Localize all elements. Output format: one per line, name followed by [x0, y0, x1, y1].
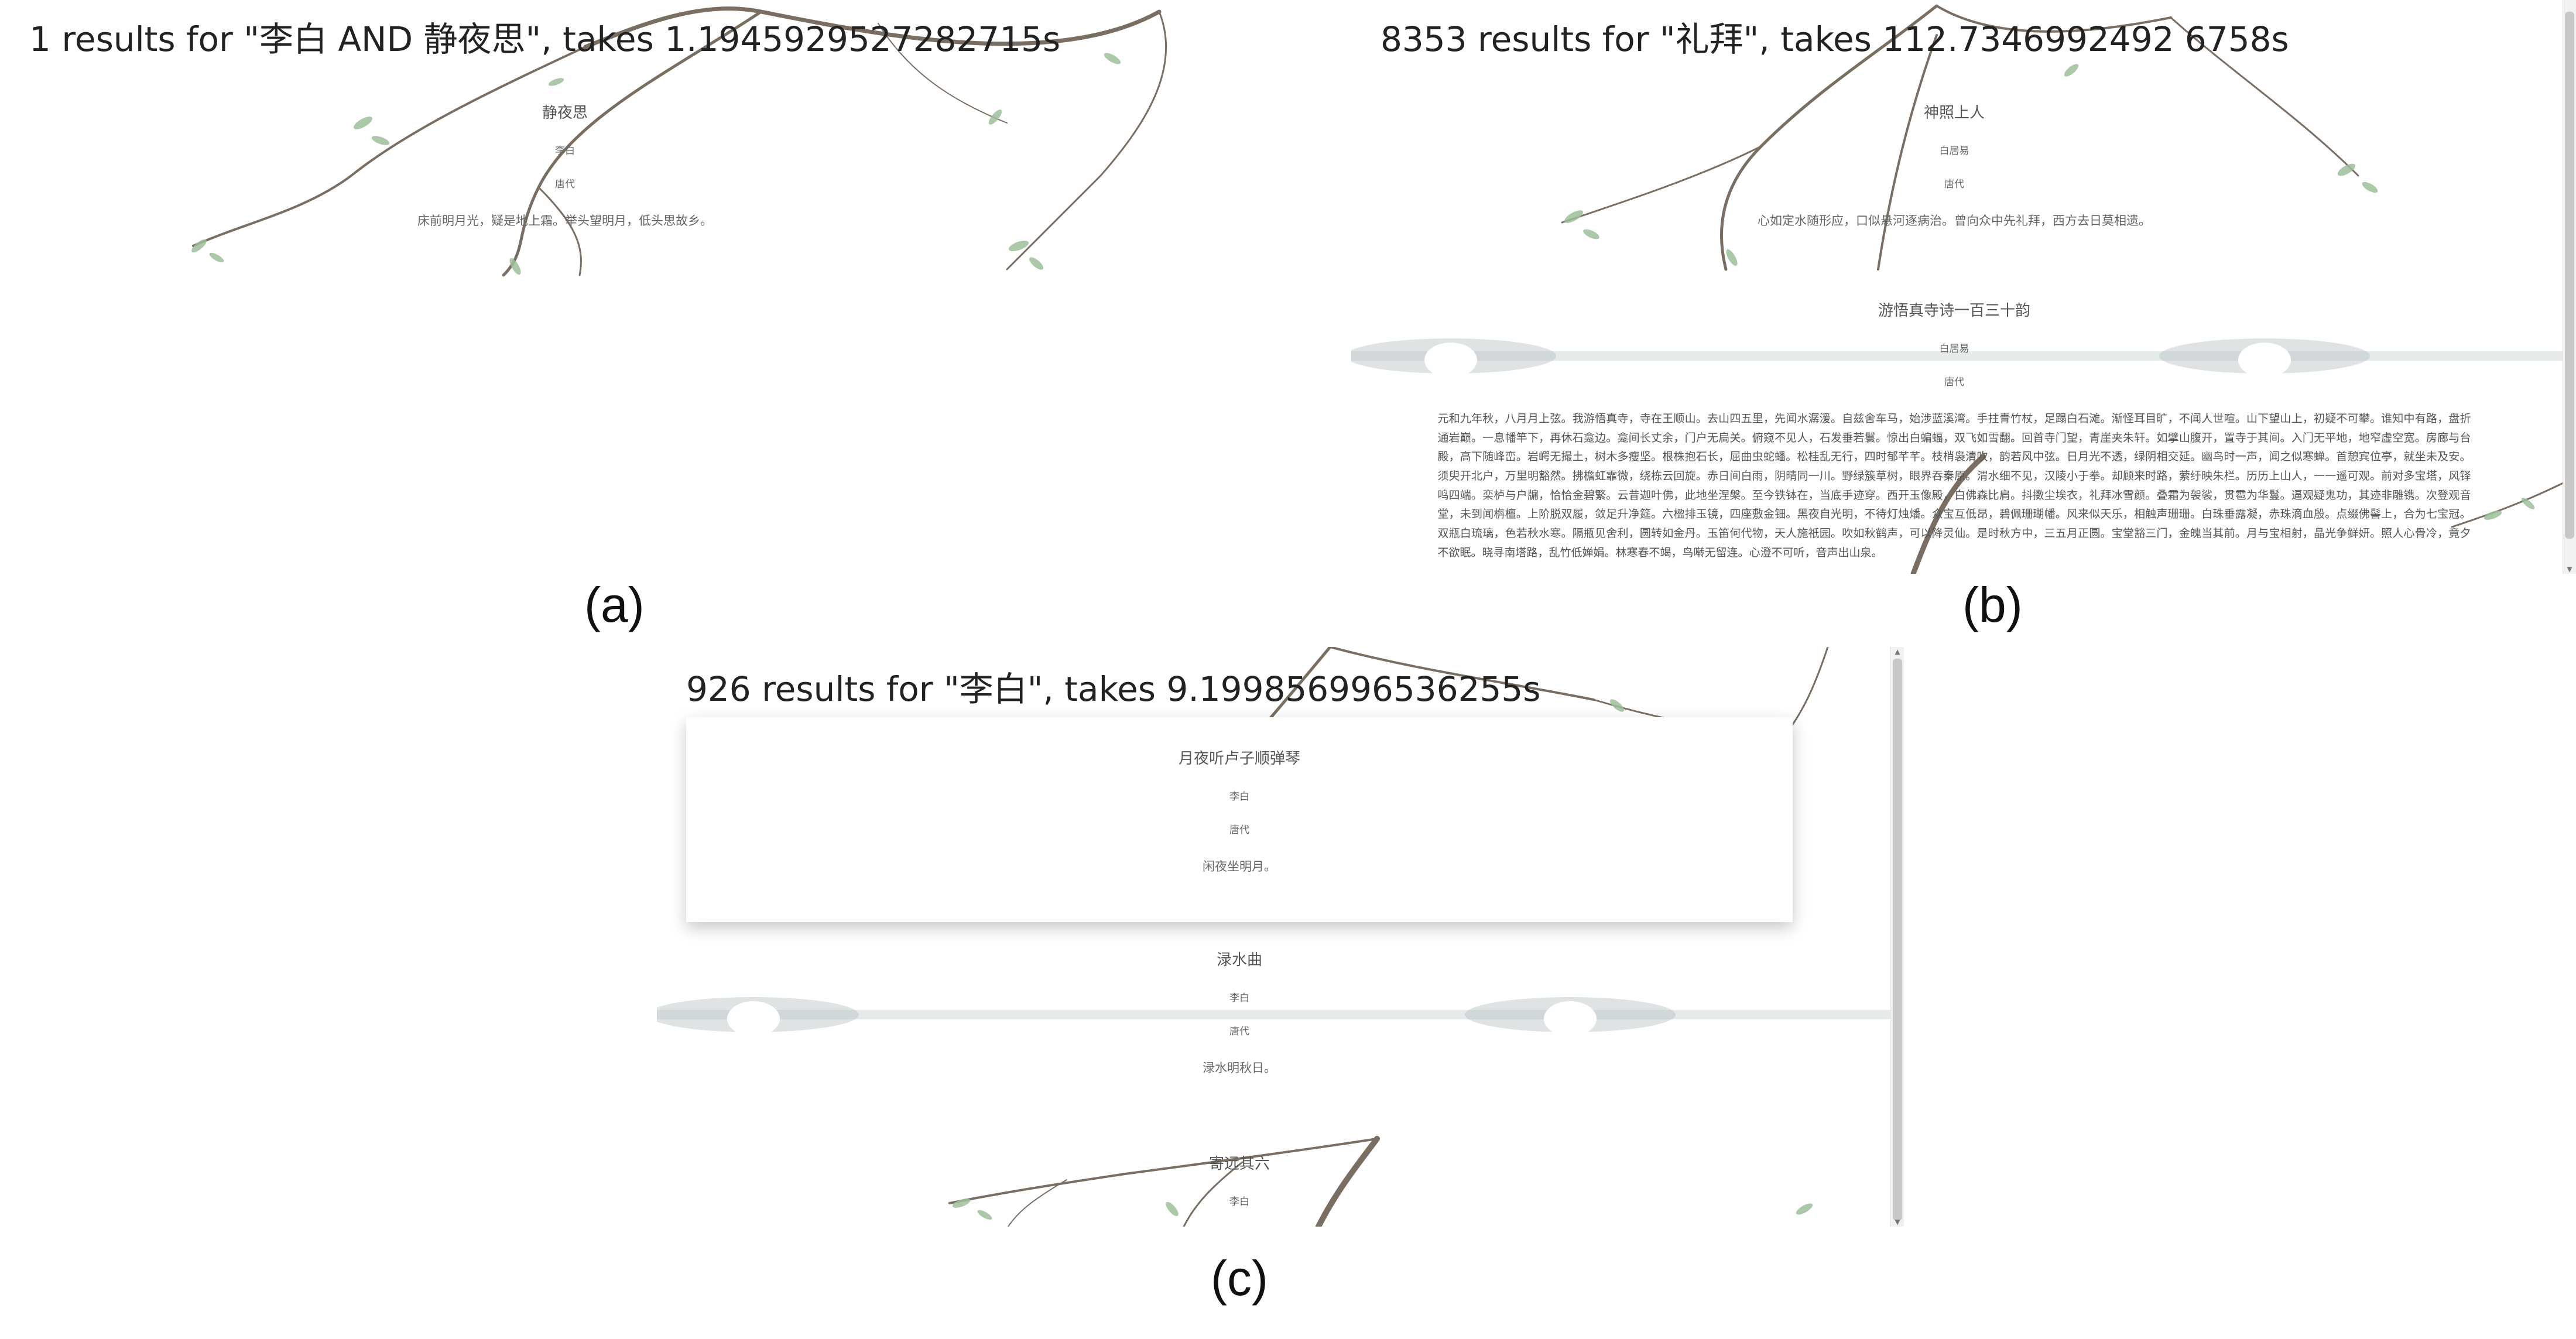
poem-title[interactable]: 静夜思 [542, 104, 588, 122]
results-header: 8353 results for "礼拜", takes 112.7346992… [1381, 19, 2289, 59]
poem-author: 白居易 [1939, 343, 1969, 355]
poem-author: 李白 [1229, 992, 1249, 1004]
results-header: 1 results for "李白 AND 静夜思", takes 1.1945… [29, 19, 1061, 59]
poem-result[interactable]: 神照上人 白居易 唐代 心如定水随形应，口似悬河逐病治。曾向众中先礼拜，西方去日… [1351, 101, 2557, 231]
poem-author: 李白 [1229, 791, 1249, 803]
figure-caption-c: (c) [1211, 1251, 1268, 1306]
poem-result[interactable]: 静夜思 李白 唐代 床前明月光，疑是地上霜。举头望明月，低头思故乡。 [0, 101, 1130, 231]
poem-content: 闲夜坐明月。 [1203, 859, 1276, 874]
scrollbar-thumb[interactable] [1893, 659, 1902, 1221]
search-results-panel-b: 8353 results for "礼拜", takes 112.7346992… [1351, 0, 2576, 574]
poem-content: 渌水明秋日。 [1203, 1061, 1276, 1075]
poem-author: 李白 [555, 145, 575, 157]
poem-result[interactable]: 寄远其六 李白 [686, 1152, 1793, 1227]
poem-content: 元和九年秋，八月月上弦。我游悟真寺，寺在王顺山。去山四五里，先闻水潺湲。自兹舍车… [1437, 412, 2471, 559]
scroll-down-icon[interactable]: ▼ [2567, 565, 2572, 573]
poem-result[interactable]: 游悟真寺诗一百三十韵 白居易 唐代 元和九年秋，八月月上弦。我游悟真寺，寺在王顺… [1351, 299, 2557, 562]
poem-dynasty: 唐代 [555, 179, 575, 190]
poem-author: 白居易 [1939, 145, 1969, 157]
poem-title[interactable]: 渌水曲 [1216, 951, 1262, 969]
poem-result[interactable]: 月夜听卢子顺弹琴 李白 唐代 闲夜坐明月。 [686, 746, 1793, 877]
branch-decoration [191, 6, 1167, 277]
poem-result[interactable]: 渌水曲 李白 唐代 渌水明秋日。 [686, 948, 1793, 1078]
poem-content: 床前明月光，疑是地上霜。举头望明月，低头思故乡。 [417, 214, 712, 228]
poem-author: 李白 [1229, 1196, 1249, 1208]
search-results-panel-a: 1 results for "李白 AND 静夜思", takes 1.1945… [0, 0, 1224, 574]
poem-title[interactable]: 神照上人 [1923, 104, 1985, 122]
poem-content: 心如定水随形应，口似悬河逐病治。曾向众中先礼拜，西方去日莫相遗。 [1758, 214, 2151, 228]
figure-caption-b: (b) [1962, 577, 2023, 632]
poem-dynasty: 唐代 [1229, 824, 1249, 836]
search-results-panel-c: 926 results for "李白", takes 9.1998569965… [657, 647, 1904, 1227]
scroll-down-icon[interactable]: ▼ [1895, 1218, 1900, 1226]
poem-title[interactable]: 月夜听卢子顺弹琴 [1178, 750, 1300, 768]
poem-dynasty: 唐代 [1944, 179, 1964, 190]
scrollbar-thumb[interactable] [2565, 12, 2574, 539]
poem-title[interactable]: 游悟真寺诗一百三十韵 [1878, 302, 2030, 320]
scrollbar[interactable]: ▲ ▼ [1890, 647, 1904, 1227]
scrollbar[interactable]: ▼ [2563, 0, 2576, 574]
scroll-up-icon[interactable]: ▲ [1895, 648, 1900, 656]
poem-dynasty: 唐代 [1229, 1026, 1249, 1037]
poem-title[interactable]: 寄远其六 [1208, 1155, 1270, 1173]
results-header: 926 results for "李白", takes 9.1998569965… [686, 669, 1541, 709]
figure-caption-a: (a) [584, 577, 645, 632]
poem-dynasty: 唐代 [1944, 376, 1964, 388]
